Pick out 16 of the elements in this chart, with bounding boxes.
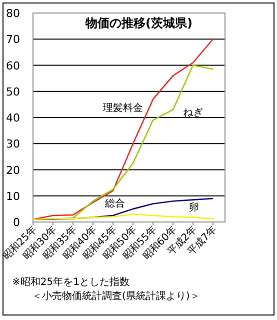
series-label: ねぎ <box>183 108 203 119</box>
y-tick-label: 40 <box>6 112 20 124</box>
y-tick-label: 30 <box>6 138 20 151</box>
y-tick-label: 20 <box>6 164 20 177</box>
series-label: 総合 <box>104 197 125 210</box>
chart-title: 物価の推移(茨城県) <box>84 16 192 30</box>
text: ※昭和25年を1とした指数 <box>12 276 130 288</box>
y-tick-label: 0 <box>13 216 20 229</box>
series-label: 卵 <box>189 201 199 214</box>
y-tick-label: 80 <box>6 7 20 20</box>
y-tick-label: 10 <box>6 190 20 203</box>
y-tick-label: 50 <box>6 85 20 98</box>
y-tick-label: 60 <box>6 59 20 72</box>
text: ＜小売物価統計調査(県統計課より)＞ <box>32 290 200 302</box>
y-tick-label: 70 <box>6 33 20 46</box>
series-label: 理髪料金 <box>103 102 143 114</box>
